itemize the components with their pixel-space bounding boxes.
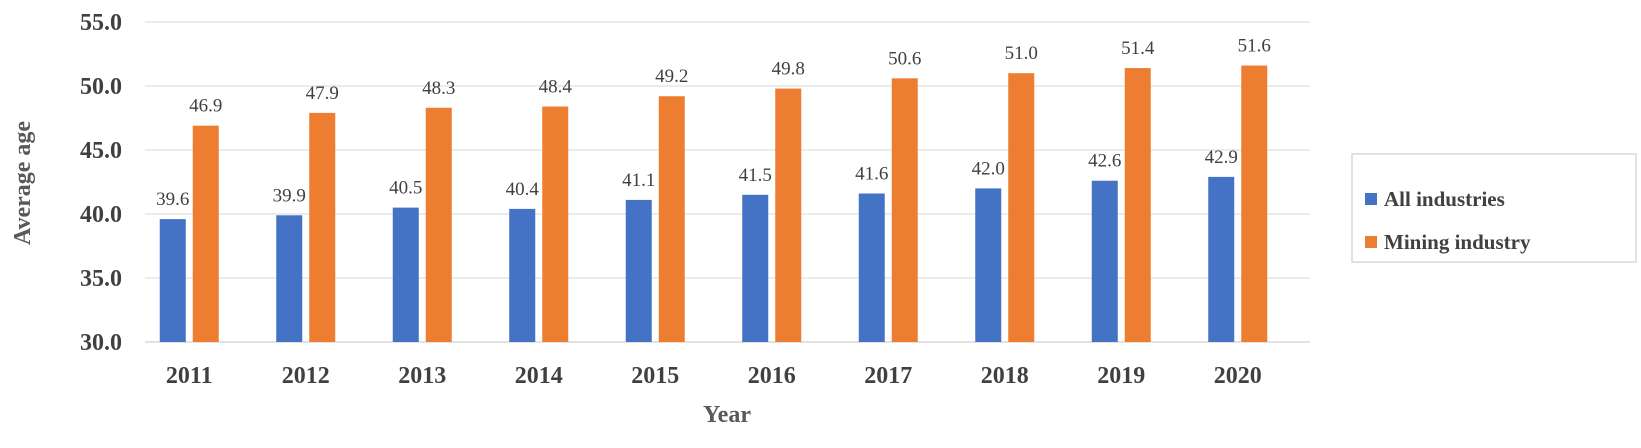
bar-mining-industry-2018 bbox=[1008, 73, 1035, 342]
bar-mining-industry-2011 bbox=[192, 125, 219, 343]
x-axis-title: Year bbox=[703, 402, 751, 428]
data-label-mining-industry-2017: 50.6 bbox=[888, 48, 921, 69]
x-tick-2012: 2012 bbox=[282, 363, 330, 389]
bar-mining-industry-2016 bbox=[775, 88, 802, 342]
bar-mining-industry-2013 bbox=[425, 107, 452, 342]
x-tick-2011: 2011 bbox=[166, 363, 213, 389]
data-label-mining-industry-2011: 46.9 bbox=[189, 96, 222, 117]
y-tick-30-0: 30.0 bbox=[80, 330, 122, 356]
data-label-all-industries-2015: 41.1 bbox=[622, 170, 655, 191]
data-label-all-industries-2013: 40.5 bbox=[389, 178, 422, 199]
bar-mining-industry-2019 bbox=[1124, 68, 1151, 342]
x-tick-2016: 2016 bbox=[748, 363, 796, 389]
data-label-mining-industry-2019: 51.4 bbox=[1121, 38, 1155, 59]
bar-all-industries-2018 bbox=[975, 188, 1002, 342]
data-label-mining-industry-2015: 49.2 bbox=[655, 66, 688, 87]
bars bbox=[159, 65, 1268, 343]
y-tick-55-0: 55.0 bbox=[80, 10, 122, 36]
data-label-mining-industry-2016: 49.8 bbox=[772, 59, 805, 80]
y-tick-40-0: 40.0 bbox=[80, 202, 122, 228]
bar-all-industries-2015 bbox=[625, 199, 652, 342]
data-label-all-industries-2011: 39.6 bbox=[156, 189, 189, 210]
data-label-all-industries-2019: 42.6 bbox=[1088, 151, 1121, 172]
y-tick-45-0: 45.0 bbox=[80, 138, 122, 164]
y-axis-ticks: 30.0 35.0 40.0 45.0 50.0 55.0 bbox=[80, 10, 122, 356]
bar-mining-industry-2015 bbox=[658, 96, 685, 343]
data-label-all-industries-2020: 42.9 bbox=[1205, 147, 1238, 168]
bar-all-industries-2020 bbox=[1208, 176, 1235, 342]
y-axis-title: Average age bbox=[10, 121, 36, 246]
bar-mining-industry-2017 bbox=[891, 78, 918, 342]
bar-mining-industry-2020 bbox=[1241, 65, 1268, 343]
x-tick-2013: 2013 bbox=[398, 363, 446, 389]
x-tick-2017: 2017 bbox=[864, 363, 912, 389]
bar-all-industries-2017 bbox=[858, 193, 885, 342]
data-labels: 39.6 46.9 39.9 47.9 40.5 48.3 40.4 48.4 41.1 49.2… bbox=[156, 36, 1271, 211]
bar-all-industries-2011 bbox=[159, 219, 186, 342]
x-tick-2018: 2018 bbox=[981, 363, 1029, 389]
x-tick-2019: 2019 bbox=[1097, 363, 1145, 389]
data-label-mining-industry-2014: 48.4 bbox=[539, 76, 573, 97]
data-label-all-industries-2016: 41.5 bbox=[739, 165, 772, 186]
data-label-all-industries-2018: 42.0 bbox=[972, 158, 1005, 179]
bar-all-industries-2014 bbox=[509, 208, 536, 342]
bar-all-industries-2016 bbox=[742, 194, 769, 342]
data-label-mining-industry-2018: 51.0 bbox=[1005, 43, 1038, 64]
legend: All industries Mining industry bbox=[1351, 153, 1637, 263]
legend-swatch-mining-industry bbox=[1365, 236, 1377, 248]
bar-mining-industry-2012 bbox=[309, 112, 336, 342]
data-label-mining-industry-2013: 48.3 bbox=[422, 78, 455, 99]
x-tick-2014: 2014 bbox=[515, 363, 563, 389]
data-label-mining-industry-2012: 47.9 bbox=[306, 83, 339, 104]
data-label-mining-industry-2020: 51.6 bbox=[1238, 36, 1271, 57]
bar-all-industries-2012 bbox=[276, 215, 303, 342]
x-tick-2020: 2020 bbox=[1214, 363, 1262, 389]
data-label-all-industries-2017: 41.6 bbox=[855, 164, 888, 185]
bar-all-industries-2019 bbox=[1091, 180, 1118, 342]
data-label-all-industries-2012: 39.9 bbox=[273, 185, 306, 206]
bar-mining-industry-2014 bbox=[542, 106, 569, 342]
legend-box bbox=[1351, 153, 1637, 263]
bar-all-industries-2013 bbox=[392, 207, 419, 342]
legend-label-all-industries: All industries bbox=[1384, 187, 1505, 211]
y-tick-50-0: 50.0 bbox=[80, 74, 122, 100]
y-tick-35-0: 35.0 bbox=[80, 266, 122, 292]
x-axis-ticks: 2011 2012 2013 2014 2015 2016 2017 2018 2019 2020 bbox=[166, 363, 1262, 389]
gridlines bbox=[145, 21, 1310, 343]
data-label-all-industries-2014: 40.4 bbox=[506, 179, 540, 200]
legend-swatch-all-industries bbox=[1365, 193, 1377, 205]
legend-label-mining-industry: Mining industry bbox=[1384, 230, 1531, 254]
x-tick-2015: 2015 bbox=[631, 363, 679, 389]
